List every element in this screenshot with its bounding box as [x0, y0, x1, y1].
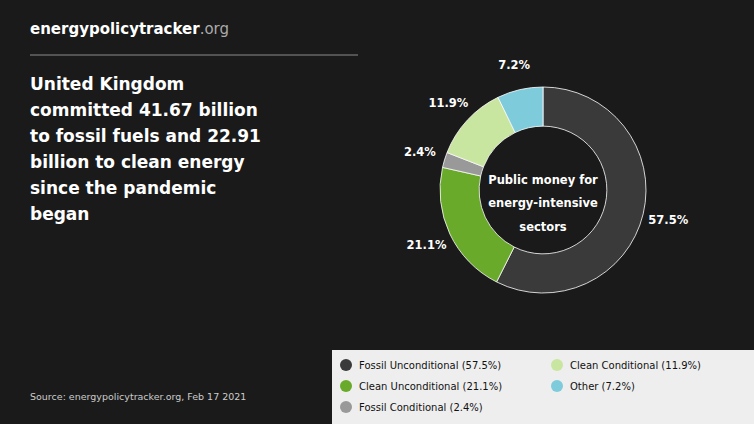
site-name: energypolicytracker [30, 20, 200, 38]
legend-swatch [551, 359, 563, 371]
legend-swatch [340, 401, 352, 413]
data-label: 21.1% [407, 238, 447, 252]
legend-label: Other (7.2%) [570, 381, 635, 392]
site-tld: .org [200, 20, 229, 38]
data-label: 57.5% [648, 213, 688, 227]
legend-label: Fossil Unconditional (57.5%) [359, 360, 501, 371]
header: energypolicytracker.org [30, 20, 229, 38]
body-line: since the pandemic [30, 178, 216, 198]
legend-label: Clean Unconditional (21.1%) [359, 381, 502, 392]
source: Source: energypolicytracker.org, Feb 17 … [30, 391, 246, 402]
data-label: 2.4% [404, 145, 436, 159]
donut: 57.5% 21.1% 2.4% 11.9% 7.2% Public money for e… [404, 58, 689, 293]
chart: energypolicytracker.org United Kingdom com… [0, 0, 754, 424]
center-text: Public money for energy-intensive sectors [488, 173, 598, 234]
center-line: Public money for [488, 173, 598, 187]
legend-label: Fossil Conditional (2.4%) [359, 402, 483, 413]
legend-background [332, 350, 754, 424]
body-line: committed 41.67 billion [30, 100, 258, 120]
body-line: billion to clean energy [30, 152, 245, 172]
legend-item: Fossil Unconditional (57.5%) [340, 359, 501, 371]
body-line: United Kingdom [30, 74, 184, 94]
slices [440, 87, 646, 293]
data-label: 11.9% [428, 96, 468, 110]
legend-item: Clean Unconditional (21.1%) [340, 380, 502, 392]
body-text: United Kingdom committed 41.67 billion to … [30, 74, 261, 224]
legend-swatch [340, 380, 352, 392]
slice [497, 87, 646, 293]
body-line: to fossil fuels and 22.91 [30, 126, 261, 146]
body-line: began [30, 204, 89, 224]
legend: Fossil Unconditional (57.5%) Clean Uncond… [332, 350, 754, 424]
legend-item: Fossil Conditional (2.4%) [340, 401, 483, 413]
legend-label: Clean Conditional (11.9%) [570, 360, 701, 371]
center-line: sectors [519, 220, 567, 234]
legend-item: Clean Conditional (11.9%) [551, 359, 701, 371]
legend-item: Other (7.2%) [551, 380, 635, 392]
center-line: energy-intensive [488, 196, 598, 210]
legend-swatch [340, 359, 352, 371]
background [0, 0, 754, 424]
rule [30, 55, 358, 56]
slice [498, 87, 543, 133]
data-labels: 57.5% 21.1% 2.4% 11.9% 7.2% [404, 58, 689, 252]
legend-swatch [551, 380, 563, 392]
data-label: 7.2% [498, 58, 530, 72]
